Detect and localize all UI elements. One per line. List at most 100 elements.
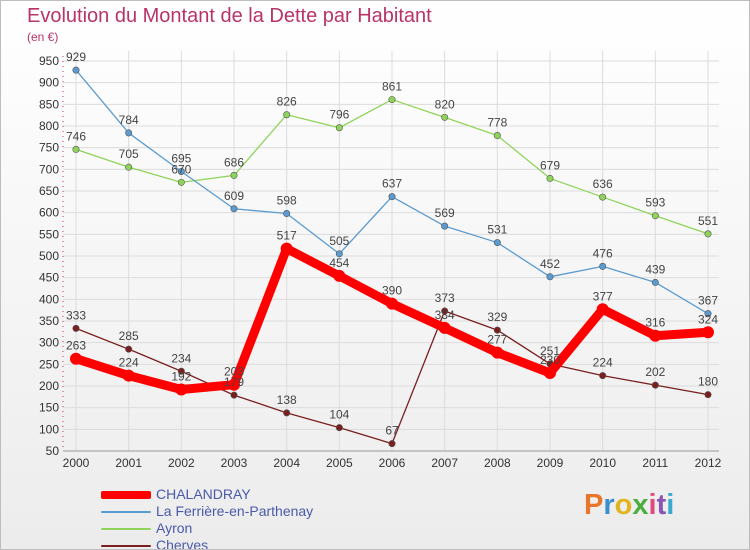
data-point xyxy=(599,372,607,380)
y-tick-label: 100 xyxy=(39,422,59,436)
data-point xyxy=(651,212,659,220)
data-point xyxy=(230,171,238,179)
data-label: 333 xyxy=(66,308,86,322)
data-label: 679 xyxy=(540,158,560,172)
data-point xyxy=(546,174,554,182)
data-point xyxy=(335,124,343,132)
data-label: 180 xyxy=(698,375,718,389)
data-label: 324 xyxy=(698,312,718,326)
data-label: 263 xyxy=(66,339,86,353)
data-point xyxy=(704,391,712,399)
data-label: 778 xyxy=(487,116,507,130)
x-tick-label: 2012 xyxy=(695,456,722,470)
x-tick-label: 2004 xyxy=(273,456,300,470)
data-point xyxy=(649,329,662,342)
data-label: 686 xyxy=(224,155,244,169)
data-point xyxy=(441,307,449,315)
data-label: 329 xyxy=(487,310,507,324)
x-tick-label: 2000 xyxy=(63,456,90,470)
data-point xyxy=(493,239,501,247)
y-tick-label: 200 xyxy=(39,379,59,393)
data-point xyxy=(599,193,607,201)
y-tick-label: 550 xyxy=(39,227,59,241)
data-point xyxy=(283,409,291,417)
y-tick-label: 750 xyxy=(39,141,59,155)
data-label: 820 xyxy=(435,97,455,111)
y-tick-label: 700 xyxy=(39,162,59,176)
x-tick-label: 2005 xyxy=(326,456,353,470)
data-point xyxy=(438,321,451,334)
data-label: 377 xyxy=(593,289,613,303)
data-label: 203 xyxy=(224,365,244,379)
y-tick-label: 950 xyxy=(39,54,59,68)
data-point xyxy=(335,424,343,432)
data-label: 861 xyxy=(382,80,402,94)
data-label: 569 xyxy=(435,206,455,220)
data-label: 192 xyxy=(171,369,191,383)
y-tick-label: 450 xyxy=(39,271,59,285)
data-label: 316 xyxy=(645,316,665,330)
data-point xyxy=(283,210,291,218)
data-label: 452 xyxy=(540,257,560,271)
data-label: 234 xyxy=(171,351,191,365)
data-label: 390 xyxy=(382,284,402,298)
legend-swatch xyxy=(101,491,151,499)
data-label: 251 xyxy=(540,344,560,358)
data-point xyxy=(70,352,82,365)
data-point xyxy=(230,391,238,399)
data-label: 637 xyxy=(382,177,402,191)
data-label: 609 xyxy=(224,189,244,203)
data-point xyxy=(441,113,449,121)
data-label: 531 xyxy=(487,223,507,237)
data-point xyxy=(388,96,396,104)
x-tick-label: 2010 xyxy=(589,456,616,470)
data-point xyxy=(122,369,135,382)
data-label: 104 xyxy=(329,408,349,422)
data-point xyxy=(493,132,501,140)
x-tick-label: 2003 xyxy=(221,456,248,470)
data-label: 551 xyxy=(698,214,718,228)
y-tick-label: 50 xyxy=(46,444,60,458)
logo-letter: t xyxy=(656,489,667,521)
legend-label: Ayron xyxy=(156,520,193,536)
y-tick-label: 400 xyxy=(39,292,59,306)
data-point xyxy=(72,324,80,332)
data-point xyxy=(333,269,346,282)
data-point xyxy=(177,168,185,176)
y-tick-label: 800 xyxy=(39,119,59,133)
legend-swatch xyxy=(101,528,151,530)
data-label: 285 xyxy=(119,329,139,343)
data-label: 67 xyxy=(385,424,399,438)
data-label: 224 xyxy=(593,356,613,370)
data-label: 695 xyxy=(171,152,191,166)
data-label: 929 xyxy=(66,50,86,64)
data-label: 796 xyxy=(329,108,349,122)
data-point xyxy=(125,129,133,137)
data-point xyxy=(702,326,714,339)
data-label: 517 xyxy=(277,229,297,243)
data-point xyxy=(230,205,238,213)
data-point xyxy=(335,250,343,258)
logo-letter: i xyxy=(648,489,657,521)
data-label: 598 xyxy=(277,194,297,208)
logo-letter: i xyxy=(666,489,675,521)
data-label: 705 xyxy=(119,147,139,161)
proxiti-logo: Proxiti xyxy=(584,489,674,522)
data-label: 746 xyxy=(66,129,86,143)
data-label: 636 xyxy=(593,177,613,191)
logo-letter: o xyxy=(614,489,633,521)
data-point xyxy=(177,178,185,186)
logo-letter: r xyxy=(603,489,615,521)
data-label: 230 xyxy=(540,353,560,367)
data-point xyxy=(491,346,504,359)
data-label: 670 xyxy=(171,162,191,176)
data-point xyxy=(283,111,291,119)
y-tick-label: 600 xyxy=(39,206,59,220)
y-tick-label: 900 xyxy=(39,76,59,90)
data-label: 202 xyxy=(645,365,665,379)
data-label: 224 xyxy=(119,356,139,370)
data-label: 138 xyxy=(277,393,297,407)
data-point xyxy=(72,145,80,153)
data-label: 277 xyxy=(487,333,507,347)
data-point xyxy=(651,381,659,389)
